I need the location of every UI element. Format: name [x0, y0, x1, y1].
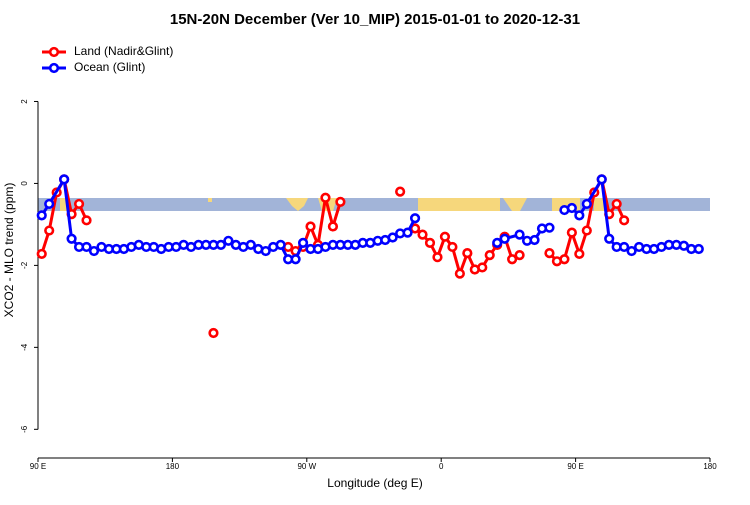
- point: [402, 227, 413, 238]
- point: [290, 254, 301, 265]
- x-tick-label: 90 W: [297, 462, 316, 471]
- legend-marker: [48, 62, 60, 74]
- point: [208, 327, 219, 339]
- legend-marker: [48, 46, 60, 58]
- point: [566, 202, 577, 214]
- point: [424, 237, 436, 248]
- land-band: [418, 198, 500, 211]
- point: [297, 237, 309, 248]
- point: [484, 250, 495, 261]
- point: [514, 250, 525, 261]
- x-tick-label: 90 E: [567, 462, 583, 471]
- point: [626, 245, 637, 257]
- point: [619, 215, 630, 226]
- point: [477, 262, 488, 273]
- legend: Land (Nadir&Glint) Ocean (Glint): [42, 44, 173, 74]
- land-mask-band: [38, 198, 710, 211]
- point: [439, 231, 451, 242]
- ocean-band: [38, 198, 710, 211]
- point: [36, 248, 47, 260]
- point: [327, 221, 339, 232]
- point: [454, 268, 465, 279]
- x-tick-label: 180: [703, 462, 717, 471]
- point: [417, 229, 428, 240]
- chart-title: 15N-20N December (Ver 10_MIP) 2015-01-01…: [170, 11, 580, 28]
- point: [81, 215, 92, 226]
- point: [574, 210, 585, 221]
- point: [88, 245, 100, 257]
- point: [432, 252, 443, 263]
- point: [604, 233, 615, 244]
- point: [619, 241, 630, 253]
- point: [59, 174, 70, 185]
- x-tick-label: 90 E: [30, 462, 46, 471]
- point: [574, 248, 585, 260]
- point: [492, 237, 503, 248]
- point: [559, 254, 570, 265]
- point: [44, 225, 55, 236]
- point: [81, 241, 92, 253]
- point: [260, 245, 271, 257]
- point: [275, 239, 286, 251]
- y-tick-label: -2: [20, 261, 29, 269]
- point: [499, 233, 510, 244]
- point: [462, 247, 473, 259]
- y-axis-label: XCO2 - MLO trend (ppm): [2, 183, 16, 318]
- x-tick-label: 180: [166, 462, 180, 471]
- point: [507, 254, 518, 265]
- land-band: [503, 198, 527, 211]
- point: [335, 196, 346, 207]
- x-tick-label: 0: [439, 462, 444, 471]
- point: [395, 186, 406, 197]
- point: [581, 225, 592, 236]
- point: [320, 192, 331, 203]
- point: [529, 234, 540, 246]
- point: [223, 235, 234, 246]
- point: [566, 227, 577, 238]
- series: [36, 174, 704, 265]
- point: [514, 229, 525, 240]
- point: [66, 233, 77, 244]
- point: [581, 198, 592, 210]
- y-tick-label: -6: [20, 425, 29, 433]
- point: [447, 241, 458, 253]
- x-axis-label: Longitude (deg E): [327, 476, 422, 490]
- land-band: [594, 198, 604, 211]
- land-band: [208, 198, 212, 202]
- point: [215, 239, 227, 251]
- legend-label: Land (Nadir&Glint): [74, 44, 173, 58]
- point: [73, 198, 85, 210]
- legend-label: Ocean (Glint): [74, 60, 145, 74]
- land-band: [286, 198, 308, 211]
- point: [611, 198, 622, 210]
- point: [387, 232, 398, 243]
- point: [544, 222, 555, 233]
- point: [44, 198, 55, 210]
- y-tick-label: 0: [20, 181, 29, 186]
- y-tick-label: -4: [20, 343, 29, 351]
- point: [305, 221, 316, 232]
- point: [409, 213, 421, 224]
- point: [36, 210, 47, 221]
- point: [693, 243, 704, 255]
- point: [245, 239, 256, 251]
- point: [544, 247, 555, 259]
- land-band: [60, 198, 70, 211]
- point: [596, 174, 607, 185]
- y-tick-label: 2: [20, 99, 29, 104]
